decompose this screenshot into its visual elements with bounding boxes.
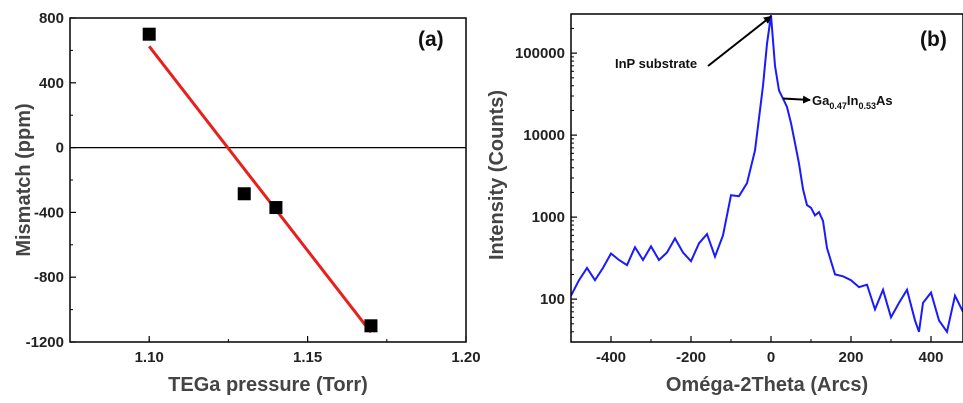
- y-tick-label: 800: [39, 10, 64, 27]
- panel-b-ticks: -400 -200 0 200 400 100 1000 10000 100000: [515, 13, 944, 366]
- inp-annotation-arrow: [707, 15, 772, 67]
- x-tick-label: 1.20: [451, 349, 480, 366]
- panel-a-y-axis-title: Mismatch (ppm): [13, 103, 35, 256]
- panel-b-label: (b): [920, 28, 947, 51]
- x-tick-label: 400: [918, 349, 943, 366]
- y-tick-label: 100: [540, 291, 565, 308]
- panel-a-points: [142, 27, 378, 333]
- linear-fit-line: [148, 45, 373, 334]
- gainas-annotation-arrow: [782, 95, 811, 104]
- x-tick-label: 1.10: [135, 349, 164, 366]
- panel-a: 1.10 1.15 1.20 800 400 0 -400 -800 -1200 (a) TEG…: [13, 10, 481, 396]
- data-point: [237, 187, 251, 201]
- y-tick-label: -400: [34, 204, 64, 221]
- y-tick-label: -800: [34, 269, 64, 286]
- data-point: [364, 319, 378, 333]
- data-point: [269, 201, 283, 215]
- y-tick-label: 1000: [532, 209, 565, 226]
- gainas-annotation: Ga0.47In0.53As: [812, 93, 893, 111]
- panel-a-x-axis-title: TEGa pressure (Torr): [168, 374, 368, 396]
- y-tick-label: 0: [56, 140, 64, 157]
- panel-a-label: (a): [418, 28, 444, 51]
- y-tick-label: 100000: [515, 45, 565, 62]
- panel-b-x-axis-title: Oméga-2Theta (Arcs): [666, 374, 868, 396]
- x-tick-label: 0: [767, 349, 775, 366]
- x-tick-label: -400: [596, 349, 626, 366]
- inp-substrate-annotation: InP substrate: [615, 56, 697, 71]
- y-tick-label: 400: [39, 75, 64, 92]
- x-tick-label: 1.15: [293, 349, 322, 366]
- data-point: [142, 27, 156, 41]
- plot-a-frame: [69, 17, 467, 343]
- y-tick-label: -1200: [26, 334, 64, 351]
- panel-b-y-axis-title: Intensity (Counts): [486, 90, 508, 260]
- x-tick-label: 200: [838, 349, 863, 366]
- x-tick-label: -200: [676, 349, 706, 366]
- panel-a-ticks: 1.10 1.15 1.20 800 400 0 -400 -800 -1200: [26, 10, 481, 366]
- y-tick-label: 10000: [523, 127, 565, 144]
- panel-b: -400 -200 0 200 400 100 1000 10000 100000 InP su…: [486, 13, 963, 396]
